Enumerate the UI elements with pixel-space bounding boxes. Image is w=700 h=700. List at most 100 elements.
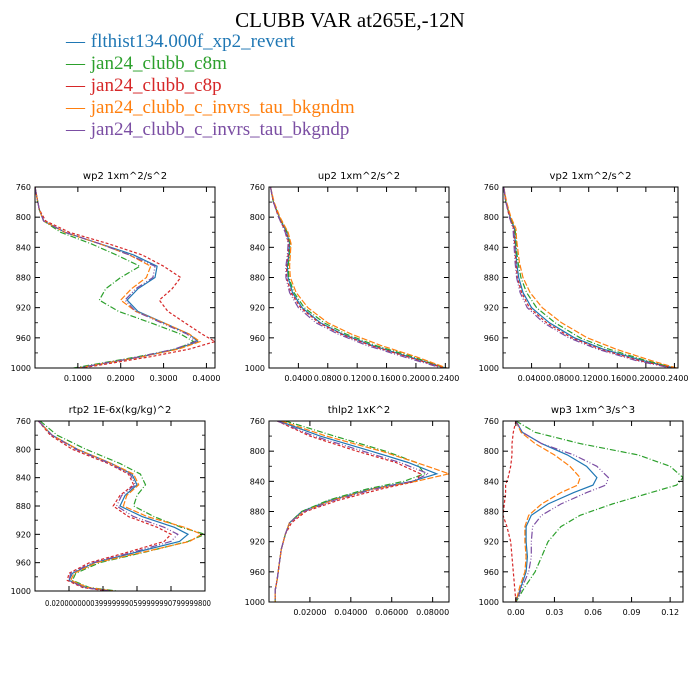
series-line <box>503 187 677 368</box>
y-tick-label: 800 <box>484 213 499 222</box>
x-tick-label: 0.3000 <box>150 374 178 383</box>
series-line <box>269 187 446 368</box>
legend-entry: — jan24_clubb_c8m <box>66 53 355 75</box>
y-tick-label: 880 <box>16 502 31 511</box>
series-line <box>274 421 431 602</box>
series-line <box>35 187 215 368</box>
x-tick-label: 0.2400 <box>431 374 459 383</box>
series-line <box>503 421 517 602</box>
legend-entry: — flthist134.000f_xp2_revert <box>66 31 355 53</box>
panel-title: up2 1xm^2/s^2 <box>318 171 400 182</box>
series-line <box>37 421 203 591</box>
y-tick-label: 760 <box>250 183 265 192</box>
legend-entry: — jan24_clubb_c_invrs_tau_bkgndm <box>66 97 355 119</box>
legend-entry: — jan24_clubb_c8p <box>66 75 355 97</box>
series-line <box>503 187 672 368</box>
x-tick-label: 0.2000 <box>402 374 430 383</box>
plot-panel: up2 1xm^2/s^2 760 800 840 880 920 960 1000 0.040… <box>245 171 460 383</box>
legend-dash-icon: — <box>66 119 85 140</box>
legend-label: jan24_clubb_c8m <box>90 53 227 74</box>
y-tick-label: 800 <box>16 445 31 454</box>
x-tick-label: 0.02000 <box>293 608 326 617</box>
y-tick-label: 800 <box>484 447 499 456</box>
y-tick-label: 880 <box>16 274 31 283</box>
series-line <box>37 421 172 591</box>
y-tick-label: 960 <box>484 334 499 343</box>
x-tick-label: 0.4000 <box>192 374 220 383</box>
legend: — flthist134.000f_xp2_revert — jan24_clu… <box>66 31 355 141</box>
panel-title: thlp2 1xK^2 <box>328 405 391 416</box>
figure-title: CLUBB VAR at265E,-12N <box>235 8 465 32</box>
x-tick-label: 0.06 <box>584 608 602 617</box>
y-tick-label: 920 <box>16 530 31 539</box>
x-tick-label: 0.2400 <box>660 374 688 383</box>
x-tick-label: 0.00 <box>507 608 525 617</box>
x-tick-label: 0.03 <box>546 608 564 617</box>
x-tick-label: 0.12 <box>661 608 679 617</box>
series-line <box>274 421 449 602</box>
y-tick-label: 1000 <box>479 598 499 607</box>
series-line <box>269 187 442 368</box>
legend-label: jan24_clubb_c_invrs_tau_bkgndp <box>90 119 350 140</box>
legend-dash-icon: — <box>66 97 85 118</box>
series-line <box>515 421 581 602</box>
y-tick-label: 1000 <box>245 598 265 607</box>
x-tick-label: 0.0200000000399999990599999990799999800 <box>45 599 211 608</box>
series-line <box>269 187 448 368</box>
x-tick-label: 0.04000 <box>334 608 367 617</box>
series-line <box>35 187 195 368</box>
series-line <box>515 421 683 602</box>
y-tick-label: 960 <box>16 559 31 568</box>
panel-title: wp2 1xm^2/s^2 <box>83 171 167 182</box>
panel-title: wp3 1xm^3/s^3 <box>551 405 635 416</box>
y-tick-label: 920 <box>250 304 265 313</box>
y-tick-label: 1000 <box>479 364 499 373</box>
x-tick-label: 0.2000 <box>107 374 135 383</box>
x-tick-label: 0.06000 <box>375 608 408 617</box>
y-tick-label: 840 <box>16 474 31 483</box>
y-tick-label: 960 <box>484 568 499 577</box>
y-tick-label: 760 <box>484 417 499 426</box>
y-tick-label: 960 <box>16 334 31 343</box>
y-tick-label: 800 <box>16 213 31 222</box>
legend-label: jan24_clubb_c8p <box>90 75 222 96</box>
y-tick-label: 1000 <box>245 364 265 373</box>
plot-panel: rtp2 1E-6x(kg/kg)^2 760 800 840 880 920 960 100… <box>11 405 211 608</box>
y-tick-label: 840 <box>484 477 499 486</box>
legend-label: jan24_clubb_c_invrs_tau_bkgndm <box>90 97 355 118</box>
plot-panel: thlp2 1xK^2 760 800 840 880 920 960 1000 0.02000… <box>245 405 450 617</box>
y-tick-label: 880 <box>484 274 499 283</box>
y-tick-label: 880 <box>484 508 499 517</box>
y-tick-label: 840 <box>250 243 265 252</box>
y-tick-label: 760 <box>16 417 31 426</box>
x-tick-label: 0.1600 <box>603 374 631 383</box>
series-line <box>35 187 200 368</box>
x-tick-label: 0.0400 <box>518 374 546 383</box>
plot-frame <box>34 186 216 369</box>
y-tick-label: 920 <box>250 538 265 547</box>
legend-label: flthist134.000f_xp2_revert <box>90 31 295 52</box>
y-tick-label: 760 <box>250 417 265 426</box>
x-tick-label: 0.09 <box>623 608 641 617</box>
y-tick-label: 920 <box>484 538 499 547</box>
x-tick-label: 0.1200 <box>343 374 371 383</box>
y-tick-label: 1000 <box>11 587 31 596</box>
y-tick-label: 840 <box>484 243 499 252</box>
legend-dash-icon: — <box>66 31 85 52</box>
y-tick-label: 840 <box>250 477 265 486</box>
series-line <box>269 187 445 368</box>
series-line <box>269 187 446 368</box>
plot-frame <box>502 420 684 603</box>
series-line <box>35 187 197 368</box>
legend-dash-icon: — <box>66 75 85 96</box>
series-line <box>503 187 674 368</box>
y-tick-label: 960 <box>250 334 265 343</box>
panel-title: rtp2 1E-6x(kg/kg)^2 <box>69 405 172 416</box>
plot-panel: vp2 1xm^2/s^2 760 800 840 880 920 960 1000 0.040… <box>479 171 689 383</box>
y-tick-label: 880 <box>250 274 265 283</box>
x-tick-label: 0.0800 <box>546 374 574 383</box>
series-line <box>503 187 675 368</box>
x-tick-label: 0.1200 <box>575 374 603 383</box>
x-tick-label: 0.0400 <box>284 374 312 383</box>
